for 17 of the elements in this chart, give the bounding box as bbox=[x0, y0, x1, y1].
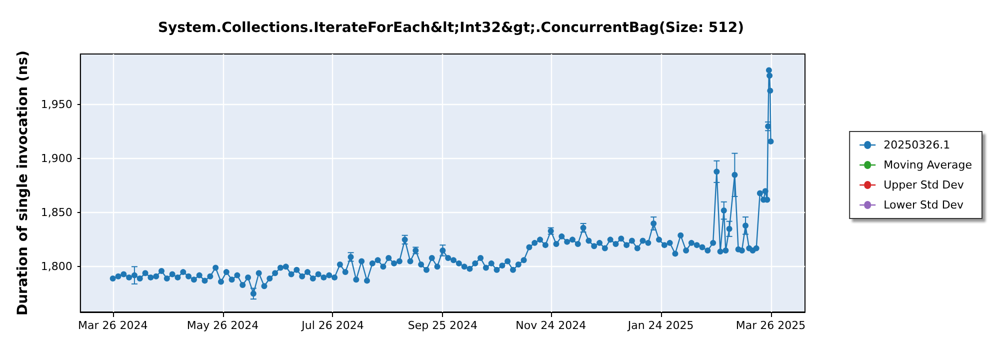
y-tick-label: 1,850 bbox=[40, 206, 72, 220]
x-tick-label: Jul 26 2024 bbox=[300, 319, 364, 332]
x-tick-label: Mar 26 2025 bbox=[736, 319, 806, 332]
x-tick-label: Sep 25 2024 bbox=[408, 319, 478, 332]
x-tick-label: May 26 2024 bbox=[186, 319, 259, 332]
x-tick-label: Nov 24 2024 bbox=[516, 319, 586, 332]
y-tick-label: 1,900 bbox=[40, 152, 72, 166]
legend-label: 20250326.1 bbox=[884, 138, 950, 152]
x-tick-label: Jan 24 2025 bbox=[626, 319, 694, 332]
y-axis-title: Duration of single invocation (ns) bbox=[15, 50, 31, 316]
legend-label: Upper Std Dev bbox=[884, 178, 964, 192]
legend-label: Moving Average bbox=[884, 158, 972, 172]
y-tick-label: 1,950 bbox=[40, 98, 72, 112]
x-tick-label: Mar 26 2024 bbox=[78, 319, 148, 332]
chart-title: System.Collections.IterateForEach&lt;Int32&gt;.ConcurrentBag(Size: 512) bbox=[158, 20, 744, 36]
y-tick-label: 1,800 bbox=[40, 260, 72, 274]
legend-label: Lower Std Dev bbox=[884, 198, 964, 212]
